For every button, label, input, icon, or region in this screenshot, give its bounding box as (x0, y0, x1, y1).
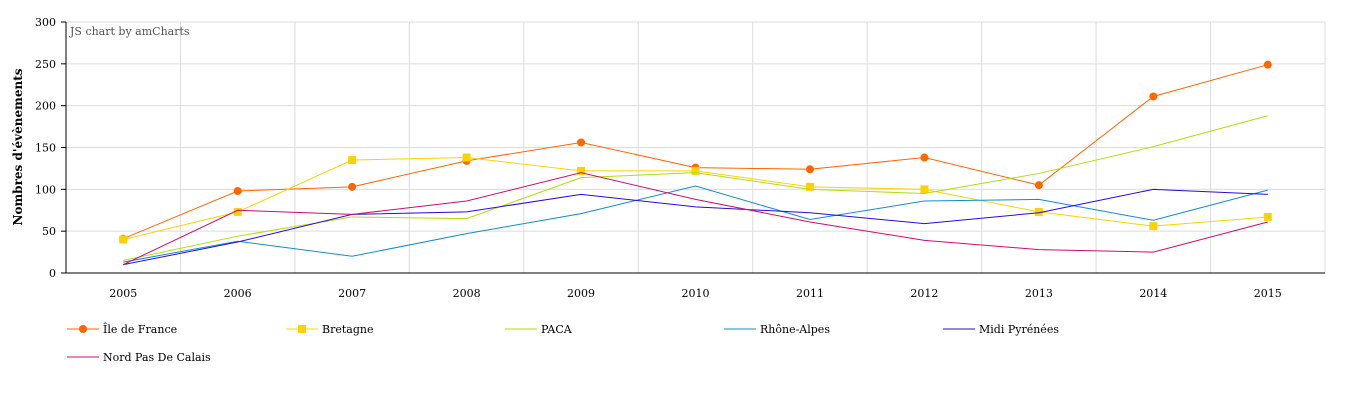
series-line (123, 188, 1268, 266)
data-point[interactable] (805, 165, 814, 174)
y-tick-label: 250 (35, 58, 56, 71)
data-point[interactable] (577, 166, 586, 175)
data-point[interactable] (920, 185, 929, 194)
data-point[interactable] (1149, 222, 1158, 231)
legend-item[interactable]: Nord Pas De Calais (67, 351, 211, 364)
grid (65, 21, 1326, 274)
x-tick-label: 2013 (1025, 287, 1053, 300)
y-axis-title: Nombres d'évènements (11, 68, 25, 225)
data-point[interactable] (1263, 212, 1272, 221)
series-line (123, 185, 1268, 263)
data-point[interactable] (233, 207, 242, 216)
x-tick-label: 2014 (1139, 287, 1167, 300)
data-point[interactable] (348, 182, 357, 191)
y-tick-label: 50 (42, 225, 56, 238)
legend-item[interactable]: PACA (505, 323, 573, 336)
series-Nord Pas De Calais (123, 172, 1268, 266)
data-point[interactable] (348, 156, 357, 165)
series-lines (119, 60, 1272, 266)
data-point[interactable] (1034, 181, 1043, 190)
data-point[interactable] (1034, 207, 1043, 216)
x-tick-label: 2010 (682, 287, 710, 300)
x-tick-label: 2006 (224, 287, 252, 300)
legend-item[interactable]: Rhône-Alpes (724, 323, 830, 336)
legend-label: PACA (541, 323, 573, 336)
series-Rhône-Alpes (123, 185, 1268, 263)
x-tick-label: 2012 (910, 287, 938, 300)
data-point[interactable] (1149, 92, 1158, 101)
y-tick-label: 150 (35, 142, 56, 155)
legend-marker (298, 325, 306, 333)
y-tick-label: 200 (35, 100, 56, 113)
data-point[interactable] (805, 182, 814, 191)
data-point[interactable] (1263, 60, 1272, 69)
x-tick-label: 2008 (453, 287, 481, 300)
legend-label: Bretagne (322, 323, 373, 336)
x-tick-label: 2015 (1254, 287, 1282, 300)
legend-label: Midi Pyrénées (979, 323, 1059, 336)
x-tick-label: 2005 (109, 287, 137, 300)
x-tick-label: 2009 (567, 287, 595, 300)
y-tick-label: 300 (35, 16, 56, 29)
x-tick-label: 2007 (338, 287, 366, 300)
series-line (123, 172, 1268, 266)
legend-item[interactable]: Île de France (67, 322, 177, 336)
y-tick-label: 100 (35, 183, 56, 196)
series-Bretagne (119, 153, 1272, 244)
legend-label: Rhône-Alpes (760, 323, 830, 336)
legend: Île de France Bretagne PACA Rhône-Alpes Midi… (67, 322, 1059, 364)
data-point[interactable] (119, 235, 128, 244)
legend-item[interactable]: Bretagne (286, 323, 373, 336)
data-point[interactable] (920, 153, 929, 162)
legend-marker (79, 325, 87, 333)
data-point[interactable] (691, 166, 700, 175)
axes: 0 50 100 150 200 250 300 2005 2006 2007 2008 2009 20… (35, 16, 1325, 300)
legend-label: Nord Pas De Calais (103, 351, 211, 364)
y-tick-label: 0 (49, 267, 56, 280)
series-Île de France (119, 60, 1272, 243)
legend-item[interactable]: Midi Pyrénées (943, 323, 1059, 336)
data-point[interactable] (462, 153, 471, 162)
chart-credit[interactable]: JS chart by amCharts (69, 25, 190, 38)
series-Midi Pyrénées (123, 188, 1268, 266)
data-point[interactable] (577, 138, 586, 147)
x-tick-label: 2011 (796, 287, 824, 300)
legend-label: Île de France (103, 322, 177, 336)
data-point[interactable] (233, 187, 242, 196)
